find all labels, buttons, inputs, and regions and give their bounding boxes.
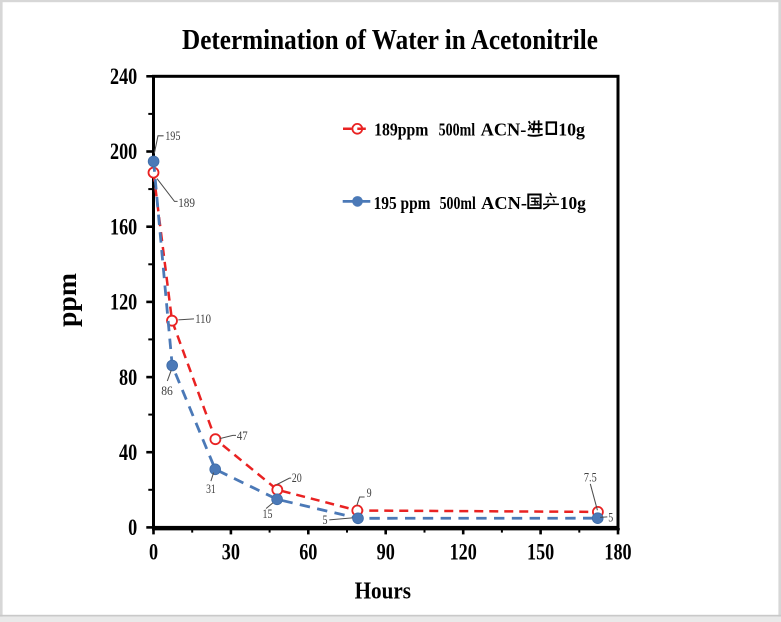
svg-text:120: 120	[450, 539, 477, 565]
svg-text:ACN-: ACN-	[481, 120, 527, 140]
svg-text:15: 15	[263, 506, 273, 521]
svg-text:500ml: 500ml	[440, 193, 476, 213]
svg-text:Determination of Water in Acet: Determination of Water in Acetonitrile	[182, 25, 598, 56]
svg-text:0: 0	[128, 515, 137, 541]
svg-text:7.5: 7.5	[584, 469, 597, 484]
svg-text:195 ppm: 195 ppm	[374, 193, 431, 213]
svg-text:110: 110	[195, 311, 211, 326]
svg-text:200: 200	[110, 139, 137, 165]
svg-text:ppm: ppm	[52, 272, 82, 327]
svg-text:5: 5	[323, 512, 328, 527]
svg-text:60: 60	[299, 539, 317, 565]
svg-text:160: 160	[110, 214, 137, 240]
svg-text:20: 20	[292, 470, 302, 485]
svg-text:31: 31	[206, 481, 216, 496]
svg-text:5: 5	[608, 509, 613, 524]
svg-text:80: 80	[119, 365, 137, 391]
svg-text:40: 40	[119, 440, 137, 466]
svg-text:30: 30	[222, 539, 240, 565]
svg-text:120: 120	[110, 290, 137, 316]
svg-text:189ppm: 189ppm	[374, 120, 428, 140]
svg-text:90: 90	[377, 539, 395, 565]
svg-text:0: 0	[149, 539, 158, 565]
svg-text:9: 9	[367, 485, 372, 500]
svg-text:500ml: 500ml	[439, 120, 476, 140]
svg-text:ACN-: ACN-	[481, 193, 527, 213]
svg-text:189: 189	[178, 195, 195, 210]
svg-text:47: 47	[237, 428, 248, 443]
svg-text:240: 240	[110, 64, 137, 90]
svg-text:10g: 10g	[558, 120, 585, 140]
svg-text:10g: 10g	[560, 193, 586, 213]
svg-text:180: 180	[604, 539, 631, 565]
svg-text:150: 150	[527, 539, 554, 565]
svg-text:Hours: Hours	[355, 579, 411, 605]
svg-text:195: 195	[165, 128, 180, 143]
svg-text:86: 86	[161, 383, 173, 398]
